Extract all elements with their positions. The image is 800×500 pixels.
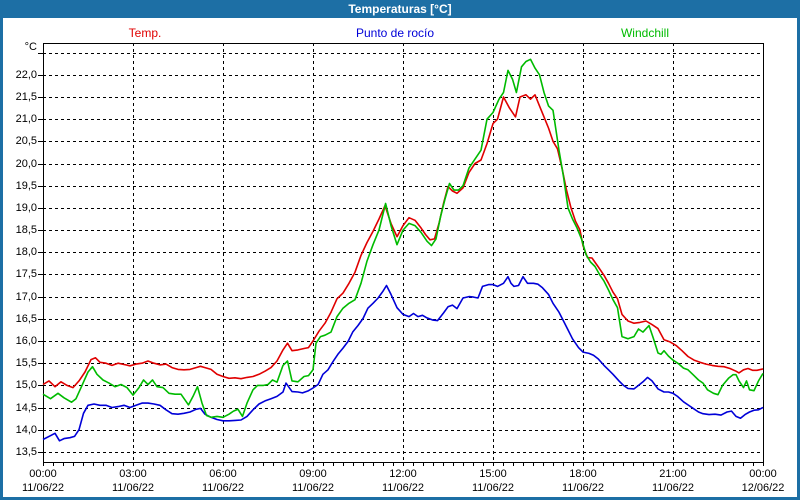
y-axis-label: 14,0 (15, 423, 37, 436)
y-axis-label: 17,5 (15, 268, 37, 281)
x-axis-time-label: 12:00 (389, 468, 417, 480)
x-axis-date-label: 11/06/22 (651, 482, 694, 494)
x-axis-time-label: 09:00 (299, 468, 327, 480)
dew-point-line (42, 275, 764, 442)
y-axis-label: 19,5 (15, 179, 37, 192)
x-axis-time-label: 03:00 (119, 468, 147, 480)
y-axis-label: 16,0 (15, 334, 37, 347)
y-axis-label: 18,0 (15, 246, 37, 259)
x-axis-date-label: 11/06/22 (561, 482, 604, 494)
y-axis-label: 21,0 (15, 113, 37, 126)
y-axis-label: 20,5 (15, 135, 37, 148)
legend-item-temp: Temp. (128, 26, 162, 40)
plot-border (43, 43, 764, 463)
temperature-line-chart (38, 43, 764, 466)
x-axis-date-label: 11/06/22 (21, 482, 64, 494)
x-axis-date-label: 11/06/22 (111, 482, 154, 494)
windchill-line (42, 58, 764, 419)
y-axis-label: 13,5 (15, 445, 37, 458)
window-title: Temperaturas [°C] (3, 0, 797, 18)
y-axis-label: 14,5 (15, 401, 37, 414)
x-axis-time-label: 21:00 (659, 468, 687, 480)
x-axis-time-label: 00:00 (29, 468, 57, 480)
x-axis-time-label: 06:00 (209, 468, 237, 480)
y-axis-label: 20,0 (15, 157, 37, 170)
y-axis-unit-label: °C (24, 41, 37, 53)
y-axis-label: 15,5 (15, 357, 37, 370)
x-axis-date-label: 12/06/22 (741, 482, 785, 494)
y-axis-label: 15,0 (15, 379, 37, 392)
x-axis-date-label: 11/06/22 (201, 482, 244, 494)
y-axis-label: 16,5 (15, 312, 37, 325)
legend-item-dew-point: Punto de rocío (355, 26, 435, 40)
y-axis-label: 19,0 (15, 201, 37, 214)
x-axis-date-label: 11/06/22 (291, 482, 334, 494)
temp-line (42, 94, 764, 389)
x-axis-time-label: 15:00 (479, 468, 507, 480)
legend-item-windchill: Windchill (620, 26, 669, 40)
y-axis-label: 22,0 (15, 68, 37, 81)
y-axis-label: 17,0 (15, 290, 37, 303)
x-axis-time-label: 18:00 (569, 468, 597, 480)
y-axis-label: 21,5 (15, 90, 37, 103)
x-axis-date-label: 11/06/22 (381, 482, 424, 494)
x-axis-date-label: 11/06/22 (471, 482, 514, 494)
y-axis-label: 18,5 (15, 224, 37, 237)
x-axis-time-label: 00:00 (749, 468, 777, 480)
